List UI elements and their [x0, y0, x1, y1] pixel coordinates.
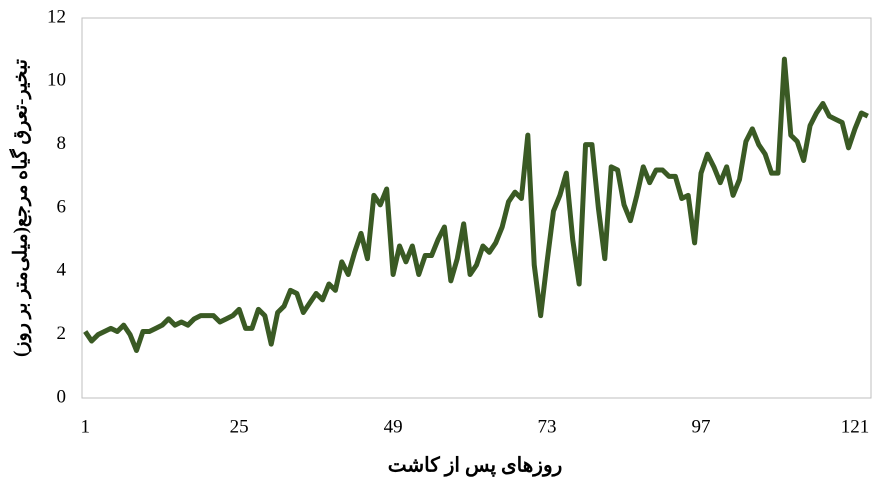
- y-axis-label: تبخیر-تعرق گیاه مرجع(میلی‌متر بر روز): [8, 59, 31, 357]
- y-tick-label: 10: [47, 70, 66, 91]
- y-tick-label: 12: [47, 6, 66, 27]
- y-tick-label: 8: [57, 133, 67, 154]
- x-tick-label: 121: [841, 416, 870, 437]
- x-tick-label: 73: [538, 416, 557, 437]
- x-tick-label: 25: [230, 416, 249, 437]
- y-tick-label: 2: [57, 323, 67, 344]
- x-tick-label: 49: [384, 416, 403, 437]
- y-tick-label: 6: [57, 196, 67, 217]
- x-axis-label: روزهای پس از کاشت: [388, 455, 563, 478]
- x-tick-label: 97: [692, 416, 711, 437]
- y-tick-label: 0: [57, 386, 67, 407]
- y-tick-label: 4: [57, 260, 67, 281]
- x-tick-label: 1: [80, 416, 90, 437]
- plot-border: [81, 17, 872, 399]
- data-line: [83, 56, 869, 353]
